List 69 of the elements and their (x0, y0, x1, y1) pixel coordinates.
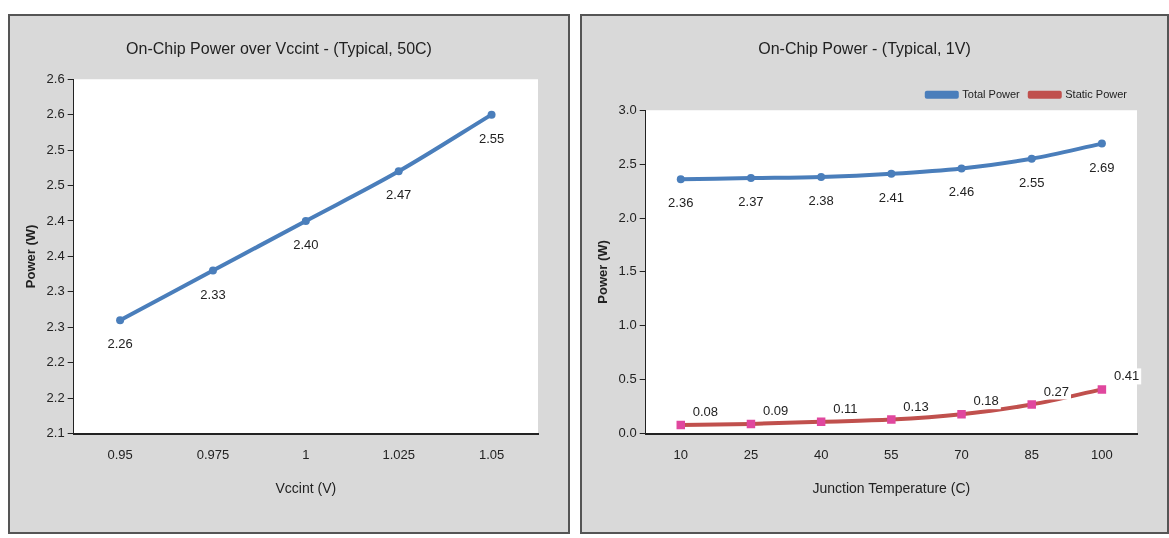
data-label: 2.36 (668, 195, 694, 211)
x-axis-title: Junction Temperature (C) (812, 480, 971, 497)
point (394, 167, 403, 176)
x-tick-label: 1.025 (382, 446, 415, 462)
legend-label: Static Power (1065, 87, 1128, 100)
legend-label: Total Power (962, 87, 1021, 100)
y-tick-label: 2.5 (46, 177, 65, 193)
data-label: 0.27 (1043, 383, 1070, 399)
data-label: 2.47 (386, 187, 412, 203)
data-label: 2.41 (878, 189, 904, 205)
y-tick-label: 2.1 (46, 425, 65, 441)
data-label: 2.69 (1089, 159, 1115, 175)
point (116, 316, 125, 325)
y-tick-label: 1.5 (618, 263, 637, 279)
x-tick-label: 0.975 (196, 446, 230, 462)
data-label: 0.09 (762, 402, 789, 418)
y-tick-label: 1.0 (618, 317, 637, 333)
data-label: 2.26 (107, 336, 133, 352)
point (1097, 139, 1106, 148)
y-tick-label: 2.5 (618, 155, 637, 171)
y-tick-label: 2.6 (46, 70, 65, 86)
x-tick-label: 55 (884, 446, 899, 462)
x-tick-label: 1 (302, 446, 310, 462)
data-label: 0.41 (1113, 368, 1140, 384)
y-tick-label: 3.0 (618, 101, 637, 117)
x-tick-label: 10 (673, 446, 688, 462)
data-label: 2.55 (478, 130, 505, 146)
y-tick-label: 2.4 (46, 212, 65, 228)
data-label: 2.55 (1019, 174, 1045, 190)
chart-title: On-Chip Power - (Typical, 1V) (758, 40, 971, 58)
point (301, 216, 310, 225)
data-label: 2.46 (948, 184, 975, 200)
point (1027, 154, 1036, 163)
data-label: 2.38 (808, 193, 834, 209)
data-label: 2.40 (293, 237, 319, 253)
x-tick-label: 85 (1024, 446, 1039, 462)
point (676, 175, 685, 184)
x-tick-label: 0.95 (107, 446, 133, 462)
y-tick-label: 2.4 (46, 247, 65, 263)
y-tick-label: 2.0 (618, 209, 637, 225)
point (887, 169, 896, 178)
data-label: 2.33 (200, 286, 226, 302)
y-tick-label: 2.3 (46, 318, 65, 334)
x-tick-label: 100 (1091, 446, 1113, 462)
data-label: 0.08 (692, 404, 719, 420)
y-tick-label: 2.6 (46, 106, 65, 122)
y-tick-label: 2.2 (46, 389, 65, 405)
y-tick-label: 0.5 (618, 371, 637, 387)
x-axis-title: Vccint (V) (275, 480, 337, 497)
point (487, 110, 496, 119)
chart-title: On-Chip Power over Vccint - (Typical, 50C) (126, 40, 432, 58)
point (817, 173, 826, 182)
y-tick-label: 2.2 (46, 354, 65, 370)
data-label: 0.13 (903, 398, 929, 414)
x-tick-label: 1.05 (478, 446, 505, 462)
point (746, 174, 755, 183)
y-axis-title: Power (W) (23, 224, 39, 289)
data-label: 0.11 (833, 400, 858, 416)
point (957, 164, 966, 173)
y-tick-label: 2.5 (46, 141, 65, 157)
y-tick-label: 2.3 (46, 283, 65, 299)
x-tick-label: 40 (813, 446, 829, 462)
x-tick-label: 70 (954, 446, 969, 462)
y-tick-label: 0.0 (618, 425, 637, 441)
point (208, 266, 217, 275)
y-axis-title: Power (W) (595, 240, 611, 304)
data-label: 0.18 (973, 393, 999, 409)
x-tick-label: 25 (743, 446, 759, 462)
data-label: 2.37 (738, 194, 764, 210)
